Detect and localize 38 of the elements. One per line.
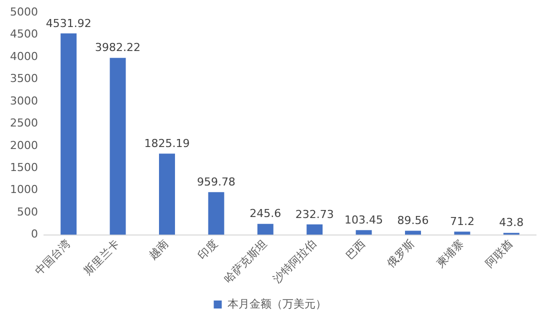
data-label: 71.2 [450,214,474,228]
x-tick-label: 俄罗斯 [384,237,418,270]
bar [454,232,470,235]
y-tick-label: 2000 [10,138,38,152]
data-label: 43.8 [499,216,524,230]
data-label: 89.56 [397,214,429,228]
x-tick-label: 越南 [146,237,172,262]
x-tick-label: 巴西 [343,237,368,262]
x-tick-label: 柬埔寨 [434,237,466,270]
y-tick-label: 1500 [10,160,38,174]
x-tick-label: 斯里兰卡 [82,237,122,278]
y-tick-label: 3500 [10,72,38,86]
bar [159,154,175,235]
x-tick-label: 阿联酋 [483,237,516,270]
data-label: 245.6 [250,207,282,220]
bar [110,58,126,235]
data-label: 959.78 [196,175,236,188]
legend-label: 本月金额（万美元） [227,297,326,310]
data-label: 232.73 [295,208,334,221]
bar [306,224,323,235]
y-tick-label: 500 [16,205,38,218]
y-tick-label: 1000 [10,183,38,196]
x-tick-label: 沙特阿拉伯 [270,237,319,286]
x-tick-label: 印度 [196,237,220,262]
data-label: 1825.19 [144,137,190,150]
x-tick-label: 哈萨克斯坦 [221,237,270,286]
data-label: 4531.92 [46,16,92,30]
y-tick-label: 4000 [10,50,38,63]
y-tick-label: 4500 [10,28,38,41]
data-label: 103.45 [344,214,384,227]
bar [60,33,77,235]
bar [208,192,224,235]
y-tick-label: 3000 [10,94,38,108]
bar [257,224,274,235]
data-label: 3982.22 [95,41,141,54]
y-tick-label: 2500 [10,116,38,130]
y-tick-label: 5000 [10,5,38,18]
bar [356,230,372,235]
